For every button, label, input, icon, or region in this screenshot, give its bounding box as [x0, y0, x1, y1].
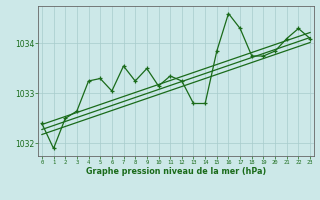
X-axis label: Graphe pression niveau de la mer (hPa): Graphe pression niveau de la mer (hPa)	[86, 167, 266, 176]
